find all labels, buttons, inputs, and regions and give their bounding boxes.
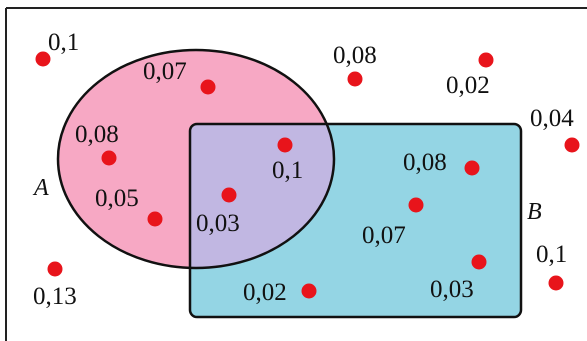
point-label: 0,08 — [403, 149, 447, 176]
point-dot — [564, 137, 580, 153]
point-dot — [101, 150, 117, 166]
point-label: 0,04 — [530, 105, 574, 132]
point-dot — [478, 52, 494, 68]
point-label: 0,08 — [333, 42, 377, 69]
point-dot — [464, 160, 480, 176]
set-a-name: A — [32, 175, 49, 201]
point-dot — [47, 261, 63, 277]
point-label: 0,07 — [143, 58, 187, 85]
point-label: 0,08 — [75, 121, 119, 148]
point-label: 0,05 — [95, 185, 139, 212]
point-dot — [548, 275, 564, 291]
point-label: 0,02 — [446, 72, 490, 99]
points-layer: 0,1 0,07 0,08 0,05 0,1 0,03 0,08 0,02 0,08 0,07 0,… — [33, 29, 580, 310]
point-label: 0,1 — [536, 241, 567, 268]
point-dot — [200, 79, 216, 95]
point-label: 0,1 — [272, 157, 303, 184]
point-label: 0,13 — [33, 283, 77, 310]
set-overlap-region — [190, 124, 334, 268]
point-dot — [221, 187, 237, 203]
set-b-outline — [188, 122, 523, 319]
point-dot — [471, 254, 487, 270]
point-dot — [301, 283, 317, 299]
point-label: 0,02 — [243, 279, 287, 306]
point-dot — [147, 211, 163, 227]
point-dot — [277, 137, 293, 153]
point-dot — [35, 51, 51, 67]
set-a-outline — [56, 48, 336, 270]
point-dot — [347, 71, 363, 87]
set-b-name: B — [527, 199, 542, 225]
point-label: 0,1 — [48, 29, 79, 56]
point-label: 0,03 — [196, 210, 240, 237]
point-label: 0,03 — [430, 276, 474, 303]
point-dot — [408, 197, 424, 213]
point-label: 0,07 — [362, 222, 406, 249]
